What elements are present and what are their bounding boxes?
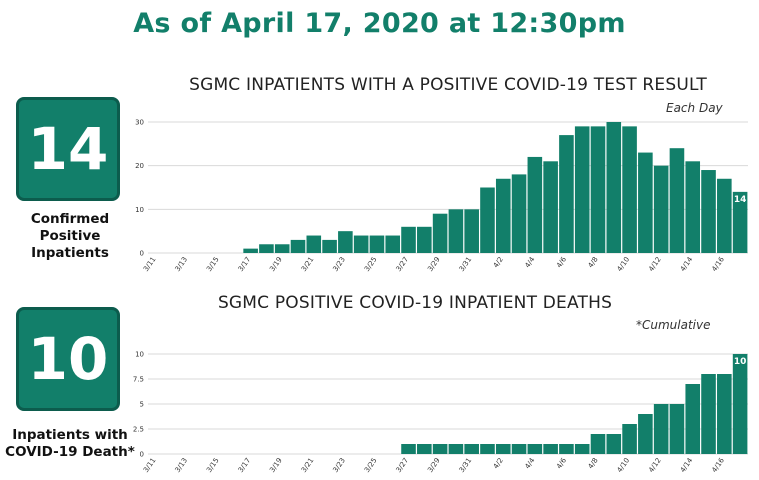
deaths-xtick-label: 3/11 (142, 457, 158, 474)
deaths-count-label: Inpatients with COVID-19 Death* (5, 427, 135, 460)
deaths-xtick-label: 3/13 (174, 457, 190, 474)
positive-bar-3/19 (274, 244, 290, 253)
positive-bar-3/26 (385, 235, 401, 253)
deaths-bar-4/6 (559, 444, 574, 454)
deaths-bar-4/13 (669, 404, 685, 454)
deaths-xtick-label: 4/16 (710, 456, 726, 474)
positive-bar-3/30 (448, 209, 464, 253)
positive-bar-3/23 (338, 231, 353, 253)
deaths-bar-4/1 (480, 444, 495, 454)
deaths-bar-4/16 (717, 374, 732, 454)
deaths-xtick-label: 4/2 (492, 457, 505, 471)
positive-bar-4/6 (559, 135, 574, 253)
deaths-xtick-label: 3/29 (426, 457, 442, 474)
deaths-bar-4/11 (638, 414, 653, 454)
deaths-xtick-label: 3/15 (205, 457, 221, 474)
deaths-xtick-label: 3/27 (395, 457, 411, 474)
deaths-xtick-label: 4/10 (616, 457, 632, 474)
deaths-ytick-label: 5 (140, 401, 144, 409)
deaths-xtick-label: 4/4 (523, 456, 536, 470)
deaths-bar-3/28 (417, 444, 432, 454)
confirmed-count-value: 14 (27, 115, 109, 183)
deaths-bar-4/4 (527, 444, 543, 454)
positive-bar-4/12 (653, 165, 669, 253)
deaths-ytick-label: 7.5 (133, 376, 144, 384)
positive-bar-4/14 (685, 161, 701, 253)
deaths-xtick-label: 3/19 (268, 457, 284, 474)
deaths-bar-4/8 (590, 434, 606, 454)
deaths-xtick-label: 4/14 (679, 456, 695, 474)
deaths-ytick-label: 0 (140, 451, 144, 459)
deaths-xtick-label: 3/23 (331, 457, 347, 474)
positive-bar-3/31 (464, 209, 479, 253)
deaths-bar-4/3 (511, 444, 527, 454)
positive-bar-4/4 (527, 156, 543, 253)
deaths-bar-4/7 (574, 444, 590, 454)
positive-ytick-label: 20 (135, 162, 144, 170)
positive-bar-4/5 (543, 161, 558, 253)
positive-bar-4/10 (622, 126, 637, 253)
deaths-bar-4/17 (732, 354, 748, 454)
positive-bar-3/25 (369, 235, 385, 253)
positive-bar-4/17 (732, 191, 748, 253)
deaths-xtick-label: 3/25 (363, 457, 379, 474)
positive-bar-3/28 (417, 226, 432, 253)
deaths-count-value: 10 (27, 325, 109, 393)
positive-chart-title: SGMC INPATIENTS WITH A POSITIVE COVID-19… (189, 75, 707, 95)
deaths-bar-4/15 (701, 374, 716, 454)
deaths-bar-3/31 (464, 444, 479, 454)
deaths-xtick-label: 4/12 (647, 457, 663, 474)
deaths-count-box: 10 (16, 307, 120, 411)
deaths-bar-3/27 (401, 444, 416, 454)
positive-bar-4/3 (511, 174, 527, 253)
deaths-bar-4/5 (543, 444, 558, 454)
deaths-xtick-label: 4/8 (587, 457, 600, 471)
positive-bar-4/7 (574, 126, 590, 253)
positive-bar-3/21 (306, 235, 322, 253)
confirmed-count-box: 14 (16, 97, 120, 201)
positive-bar-4/13 (669, 148, 685, 253)
deaths-ytick-label: 10 (135, 351, 144, 359)
deaths-xtick-label: 3/21 (300, 457, 316, 474)
positive-ytick-label: 0 (140, 250, 144, 258)
positive-bar-3/20 (290, 239, 306, 253)
positive-bar-4/11 (638, 152, 653, 253)
positive-ytick-label: 10 (135, 206, 144, 214)
page-headline: As of April 17, 2020 at 12:30pm (133, 8, 626, 39)
deaths-bar-4/14 (685, 384, 701, 454)
deaths-bar-3/29 (432, 444, 448, 454)
positive-bar-3/27 (401, 226, 416, 253)
positive-bar-4/9 (606, 122, 622, 253)
deaths-xtick-label: 3/17 (237, 457, 253, 474)
positive-bar-4/16 (717, 178, 732, 253)
positive-bar-4/2 (495, 178, 511, 253)
positive-ytick-label: 30 (135, 119, 144, 127)
deaths-chart-title: SGMC POSITIVE COVID-19 INPATIENT DEATHS (217, 293, 613, 313)
confirmed-count-label: Confirmed Positive Inpatients (30, 211, 110, 261)
deaths-bar-4/10 (622, 424, 637, 454)
positive-bar-3/24 (353, 235, 369, 253)
deaths-chart-note: *Cumulative (636, 318, 711, 332)
deaths-bar-4/2 (495, 444, 511, 454)
deaths-xtick-label: 4/6 (555, 456, 568, 470)
deaths-bar-4/12 (653, 404, 669, 454)
positive-last-value-label: 14 (734, 195, 747, 205)
deaths-last-value-label: 10 (734, 357, 747, 367)
positive-bar-3/17 (243, 248, 258, 253)
positive-bar-3/29 (432, 213, 448, 253)
deaths-bar-3/30 (448, 444, 464, 454)
positive-bar-4/1 (480, 187, 495, 253)
deaths-bar-4/9 (606, 434, 622, 454)
positive-bar-4/15 (701, 170, 716, 253)
positive-chart-note: Each Day (666, 101, 723, 115)
deaths-xtick-label: 3/31 (458, 457, 474, 474)
positive-bar-3/22 (322, 239, 337, 253)
deaths-ytick-label: 2.5 (133, 426, 144, 434)
positive-bar-4/8 (590, 126, 606, 253)
positive-bar-3/18 (259, 244, 274, 253)
